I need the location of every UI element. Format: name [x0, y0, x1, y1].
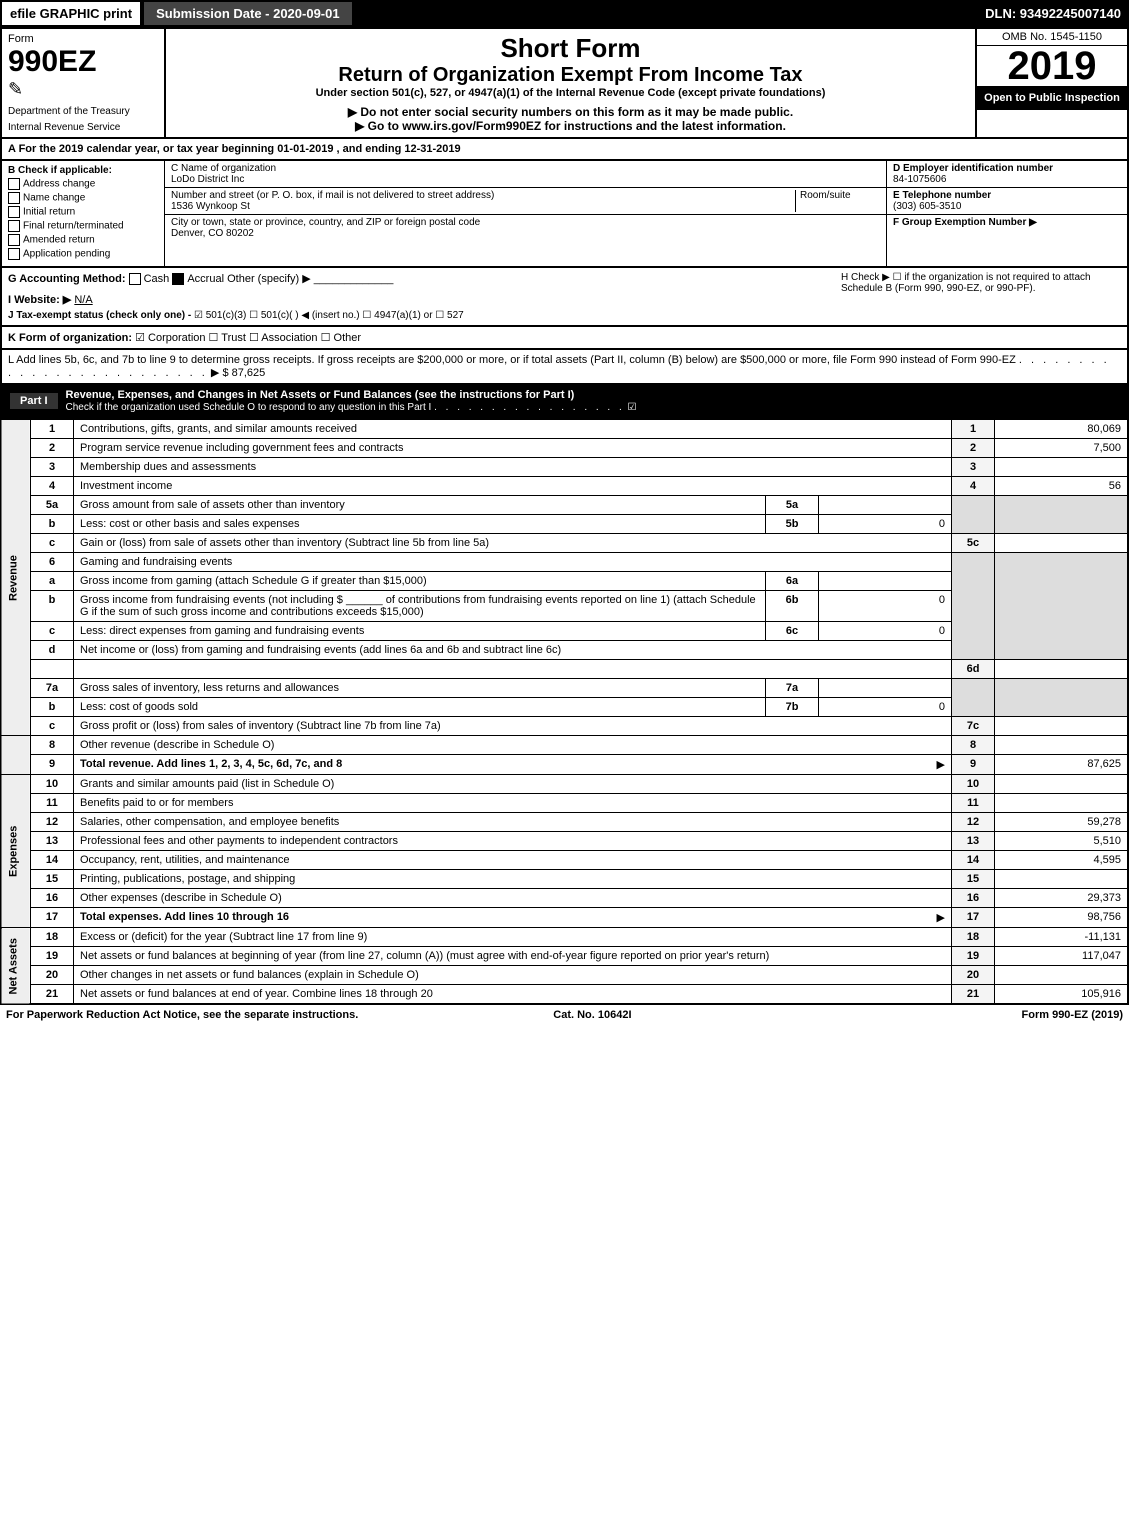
amt-19: 117,047	[995, 947, 1129, 966]
chk-final[interactable]: Final return/terminated	[8, 220, 158, 232]
chk-pending[interactable]: Application pending	[8, 248, 158, 260]
row-l: L Add lines 5b, 6c, and 7b to line 9 to …	[0, 350, 1129, 385]
tax-year: 2019	[977, 46, 1127, 86]
form-header: Form 990EZ ✎ Department of the Treasury …	[0, 27, 1129, 139]
row-k: K Form of organization: ☑ Corporation ☐ …	[0, 327, 1129, 350]
side-expenses: Expenses	[1, 775, 31, 928]
chk-address[interactable]: Address change	[8, 178, 158, 190]
page-footer: For Paperwork Reduction Act Notice, see …	[0, 1005, 1129, 1025]
dept-label: Department of the Treasury	[8, 106, 158, 117]
b-label: B Check if applicable:	[8, 165, 112, 176]
amt-21: 105,916	[995, 985, 1129, 1005]
h-text: H Check ▶ ☐ if the organization is not r…	[841, 272, 1121, 321]
row-g-h: G Accounting Method: Cash Accrual Other …	[0, 268, 1129, 327]
amt-13: 5,510	[995, 832, 1129, 851]
footer-right: Form 990-EZ (2019)	[1022, 1009, 1123, 1021]
f-label: F Group Exemption Number ▶	[893, 217, 1037, 228]
amt-18: -11,131	[995, 928, 1129, 947]
part-title: Revenue, Expenses, and Changes in Net As…	[66, 389, 575, 401]
part-1-header: Part I Revenue, Expenses, and Changes in…	[0, 385, 1129, 419]
i-label: I Website: ▶	[8, 294, 71, 306]
j-label: J Tax-exempt status (check only one) -	[8, 310, 191, 321]
ein: 84-1075606	[893, 174, 946, 185]
goto-link[interactable]: ▶ Go to www.irs.gov/Form990EZ for instru…	[174, 119, 967, 133]
form-number: 990EZ	[8, 45, 158, 79]
dln: DLN: 93492245007140	[977, 2, 1129, 25]
amt-9: 87,625	[995, 755, 1129, 775]
org-city: Denver, CO 80202	[171, 228, 254, 239]
e-label: E Telephone number	[893, 190, 991, 201]
chk-name[interactable]: Name change	[8, 192, 158, 204]
chk-amended[interactable]: Amended return	[8, 234, 158, 246]
amt-17: 98,756	[995, 908, 1129, 928]
top-bar: efile GRAPHIC print Submission Date - 20…	[0, 0, 1129, 27]
irs-label: Internal Revenue Service	[8, 122, 158, 133]
footer-cat: Cat. No. 10642I	[553, 1009, 631, 1021]
subtitle: Under section 501(c), 527, or 4947(a)(1)…	[174, 87, 967, 99]
warning: ▶ Do not enter social security numbers o…	[174, 105, 967, 119]
amt-12: 59,278	[995, 813, 1129, 832]
title-sub: Return of Organization Exempt From Incom…	[174, 64, 967, 87]
website: N/A	[74, 294, 92, 306]
room-suite-label: Room/suite	[795, 190, 880, 212]
submission-date: Submission Date - 2020-09-01	[142, 0, 354, 27]
side-netassets: Net Assets	[1, 928, 31, 1005]
phone: (303) 605-3510	[893, 201, 961, 212]
amt-16: 29,373	[995, 889, 1129, 908]
c-street-label: Number and street (or P. O. box, if mail…	[171, 190, 494, 201]
org-street: 1536 Wynkoop St	[171, 201, 250, 212]
amt-1: 80,069	[995, 420, 1129, 439]
c-city-label: City or town, state or province, country…	[171, 217, 480, 228]
ln-1: 1	[31, 420, 74, 439]
org-name: LoDo District Inc	[171, 174, 244, 185]
efile-label[interactable]: efile GRAPHIC print	[0, 0, 142, 27]
title-main: Short Form	[174, 33, 967, 64]
chk-initial[interactable]: Initial return	[8, 206, 158, 218]
amt-14: 4,595	[995, 851, 1129, 870]
column-c: C Name of organizationLoDo District Inc …	[165, 161, 886, 266]
row-a-taxyear: A For the 2019 calendar year, or tax yea…	[0, 139, 1129, 161]
j-text: ☑ 501(c)(3) ☐ 501(c)( ) ◀ (insert no.) ☐…	[194, 310, 464, 321]
block-b-c-d: B Check if applicable: Address change Na…	[0, 161, 1129, 268]
form-label: Form	[8, 33, 158, 45]
column-b: B Check if applicable: Address change Na…	[2, 161, 165, 266]
amt-2: 7,500	[995, 439, 1129, 458]
lines-table: Revenue 1Contributions, gifts, grants, a…	[0, 419, 1129, 1005]
side-revenue: Revenue	[1, 420, 31, 736]
d-label: D Employer identification number	[893, 163, 1053, 174]
footer-left: For Paperwork Reduction Act Notice, see …	[6, 1009, 358, 1021]
c-name-label: C Name of organization	[171, 163, 276, 174]
open-inspection: Open to Public Inspection	[977, 86, 1127, 110]
part-label: Part I	[10, 393, 58, 409]
g-label: G Accounting Method:	[8, 273, 126, 285]
column-def: D Employer identification number84-10756…	[886, 161, 1127, 266]
amt-4: 56	[995, 477, 1129, 496]
